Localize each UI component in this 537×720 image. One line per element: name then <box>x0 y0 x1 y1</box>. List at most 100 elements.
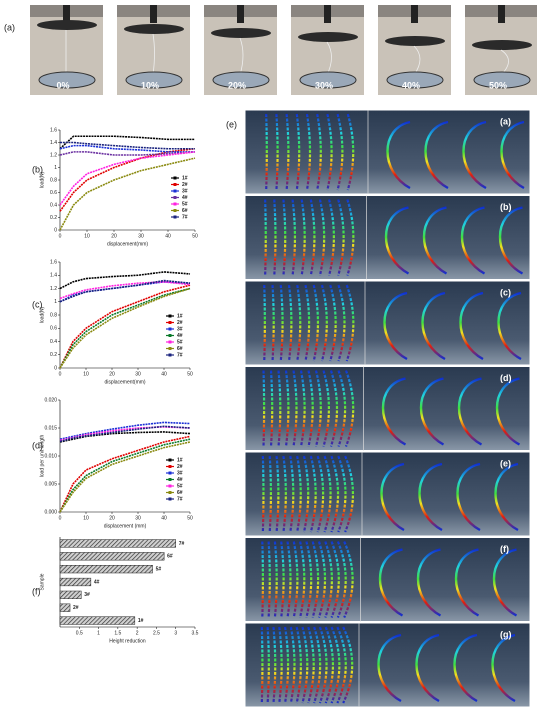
sim-strip <box>273 199 277 276</box>
panel-label: (a) <box>4 22 15 32</box>
y-tick-label: 0 <box>54 227 57 233</box>
sim-arc <box>497 291 522 361</box>
sim-strip <box>299 541 306 618</box>
sim-strip <box>330 455 340 533</box>
y-tick-label: 0.015 <box>44 425 57 431</box>
y-tick-label: 0.005 <box>44 481 57 487</box>
sim-strip <box>289 455 295 533</box>
y-axis-title: load(N) <box>39 306 45 323</box>
series-line <box>59 151 196 206</box>
sim-strip <box>300 199 306 276</box>
series-line <box>59 279 191 303</box>
upper-plate <box>385 36 445 46</box>
lower-plate <box>212 71 270 89</box>
sim-strip <box>264 199 267 276</box>
sim-arc <box>494 462 519 532</box>
x-tick-label: 20 <box>109 515 115 521</box>
simulation-panel: (e) <box>244 451 531 537</box>
legend-marker <box>168 471 172 475</box>
sim-strip <box>342 626 354 704</box>
y-tick-label: 0.4 <box>50 202 57 208</box>
legend-label: 7# <box>177 352 183 358</box>
rig-rod <box>324 5 331 23</box>
legend-label: 5# <box>177 483 183 489</box>
x-tick-label: 10 <box>83 371 89 377</box>
photo: 50% <box>465 5 537 95</box>
sim-label: (g) <box>500 629 512 639</box>
legend-label: 2# <box>177 464 183 470</box>
sim-strip <box>322 370 330 447</box>
x-axis-title: displacement(mm) <box>107 241 148 247</box>
y-axis-title: load(N) <box>39 171 45 188</box>
photo-caption: 30% <box>315 80 333 90</box>
sim-strip <box>337 370 347 447</box>
sim-strip <box>312 284 319 362</box>
lower-plate <box>38 71 96 89</box>
simulation-panel: (a) <box>244 109 531 195</box>
rig-rod <box>411 5 418 23</box>
sim-strip <box>307 370 314 447</box>
legend-marker <box>168 321 172 324</box>
x-tick-label: 20 <box>109 371 115 377</box>
sim-strip <box>330 541 340 618</box>
sim-arc <box>453 633 478 703</box>
rig-rod <box>63 5 70 23</box>
legend-marker <box>168 340 172 344</box>
sim-strip <box>344 455 354 533</box>
sim-strip <box>278 626 283 704</box>
x-tick-label: 40 <box>161 515 167 521</box>
y-tick-label: 0.2 <box>50 352 57 358</box>
series-line <box>59 144 195 153</box>
legend-marker <box>173 183 177 186</box>
x-tick-label: 2 <box>136 630 139 636</box>
legend-label: 5# <box>182 201 188 207</box>
legend-label: 7# <box>182 214 188 220</box>
sim-arc <box>492 548 518 617</box>
photo: 20% <box>204 5 277 95</box>
x-axis-title: displacement(mm) <box>104 379 145 385</box>
panel-label: (c) <box>32 299 43 309</box>
legend-marker <box>168 491 172 494</box>
y-tick-label: 1.2 <box>50 152 57 158</box>
upper-plate <box>124 24 184 34</box>
sim-strip <box>344 370 355 447</box>
rig-rod <box>150 5 157 23</box>
legend-marker <box>173 202 177 206</box>
legend-label: 6# <box>177 346 183 352</box>
legend-marker <box>168 334 172 337</box>
sim-strip <box>316 113 322 191</box>
legend-label: 4# <box>177 333 183 339</box>
sim-strip <box>305 113 312 191</box>
sim-strip <box>323 455 332 533</box>
sim-arc <box>384 206 410 275</box>
x-tick-label: 20 <box>111 233 117 239</box>
lower-plate <box>299 71 357 89</box>
series-line <box>59 287 191 369</box>
legend-label: 3# <box>177 326 183 332</box>
legend-marker <box>168 484 172 488</box>
sim-strip <box>287 284 293 362</box>
sim-strip <box>282 455 287 533</box>
x-tick-label: 0.5 <box>76 630 83 636</box>
sim-strip <box>295 626 302 704</box>
upper-plate <box>211 28 271 38</box>
panel-label: (f) <box>32 586 41 596</box>
bar <box>59 590 82 599</box>
series-line <box>59 438 191 513</box>
x-tick-label: 3 <box>174 630 177 636</box>
photo-caption: 20% <box>228 80 246 90</box>
sim-arc <box>491 633 516 703</box>
legend-marker <box>168 314 172 318</box>
photo: 10% <box>117 5 190 95</box>
sim-strip <box>337 199 345 276</box>
sim-strip <box>336 541 347 618</box>
y-tick-label: 0 <box>54 365 57 371</box>
sim-arc <box>416 548 442 617</box>
sim-strip <box>286 541 292 618</box>
x-axis-title: displacement (mm) <box>104 523 147 529</box>
sim-strip <box>301 626 309 704</box>
legend-label: 2# <box>177 320 183 326</box>
photo-caption: 40% <box>402 80 420 90</box>
sim-arc <box>495 377 521 446</box>
